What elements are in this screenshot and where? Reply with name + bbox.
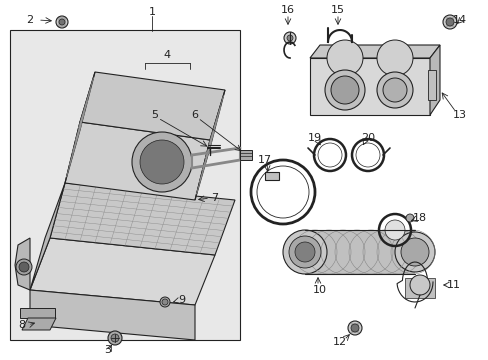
Bar [427,70,435,100]
Polygon shape [404,278,434,298]
Polygon shape [30,290,195,340]
Circle shape [288,236,320,268]
Text: 7: 7 [211,193,218,203]
Circle shape [111,334,119,342]
Circle shape [445,18,453,26]
Polygon shape [65,72,95,183]
Text: 12: 12 [332,337,346,347]
Polygon shape [50,183,235,255]
Text: 16: 16 [281,5,294,15]
Circle shape [160,297,170,307]
Circle shape [162,299,168,305]
Text: 1: 1 [148,7,155,17]
Polygon shape [30,238,215,305]
Circle shape [325,70,364,110]
Text: 8: 8 [19,320,25,330]
Text: 4: 4 [163,50,170,60]
Text: 3: 3 [104,345,111,355]
Circle shape [59,19,65,25]
Polygon shape [30,183,65,290]
Circle shape [284,32,295,44]
Polygon shape [65,122,209,200]
Bar [10,30,240,340]
Text: 2: 2 [26,15,34,25]
Circle shape [286,35,292,41]
Circle shape [376,40,412,76]
Text: 9: 9 [178,295,185,305]
Circle shape [326,40,362,76]
Bar [264,172,279,180]
Circle shape [140,140,183,184]
Circle shape [108,331,122,345]
Circle shape [382,78,406,102]
Polygon shape [22,318,56,330]
Circle shape [19,262,29,272]
Circle shape [376,72,412,108]
Text: 13: 13 [452,110,466,120]
Circle shape [384,220,404,240]
Text: 5: 5 [151,110,158,120]
Polygon shape [309,58,429,115]
Circle shape [132,132,192,192]
Polygon shape [309,45,439,58]
Circle shape [347,321,361,335]
Circle shape [16,259,32,275]
Bar [240,150,251,160]
Text: 11: 11 [446,280,460,290]
Polygon shape [195,90,224,200]
Text: 14: 14 [452,15,466,25]
Polygon shape [15,238,30,290]
Circle shape [350,324,358,332]
Text: 6: 6 [191,110,198,120]
Circle shape [394,232,434,272]
Text: 10: 10 [312,285,326,295]
Polygon shape [429,45,439,115]
Polygon shape [20,308,55,318]
Polygon shape [80,72,224,140]
Circle shape [409,275,429,295]
Circle shape [330,76,358,104]
Polygon shape [305,230,414,274]
Text: 18: 18 [412,213,426,223]
Text: 15: 15 [330,5,345,15]
Circle shape [442,15,456,29]
Circle shape [294,242,314,262]
Text: 20: 20 [360,133,374,143]
Text: 19: 19 [307,133,322,143]
Circle shape [56,16,68,28]
Circle shape [283,230,326,274]
Circle shape [400,238,428,266]
Text: 17: 17 [257,155,271,165]
Circle shape [405,214,413,222]
